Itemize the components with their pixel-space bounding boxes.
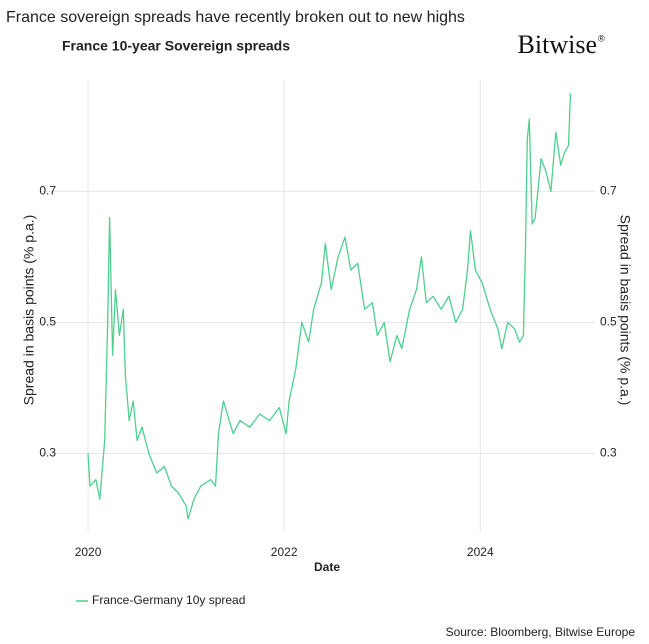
y-tick-label: 0.5 — [39, 315, 56, 329]
header-title: France sovereign spreads have recently b… — [6, 9, 465, 26]
logo: Bitwise — [518, 30, 597, 59]
x-tick-label: 2020 — [75, 545, 102, 559]
y2-tick-label: 0.3 — [600, 446, 617, 460]
y-tick-label: 0.7 — [39, 184, 56, 198]
y-axis-label: Spread in basis points (% p.a.) — [21, 215, 37, 406]
x-tick-label: 2022 — [271, 545, 298, 559]
y-tick-label: 0.3 — [39, 446, 56, 460]
x-tick-label: 2024 — [467, 545, 494, 559]
x-axis-label: Date — [314, 560, 340, 574]
logo-mark: ® — [598, 33, 605, 43]
data-line — [87, 93, 572, 520]
y2-axis-label: Spread in basis points (% p.a.) — [617, 215, 633, 406]
source-note: Source: Bloomberg, Bitwise Europe — [446, 625, 636, 639]
y2-tick-label: 0.7 — [600, 184, 617, 198]
chart-title: France 10-year Sovereign spreads — [62, 38, 290, 54]
legend-label: France-Germany 10y spread — [92, 593, 245, 607]
y2-tick-label: 0.5 — [600, 315, 617, 329]
